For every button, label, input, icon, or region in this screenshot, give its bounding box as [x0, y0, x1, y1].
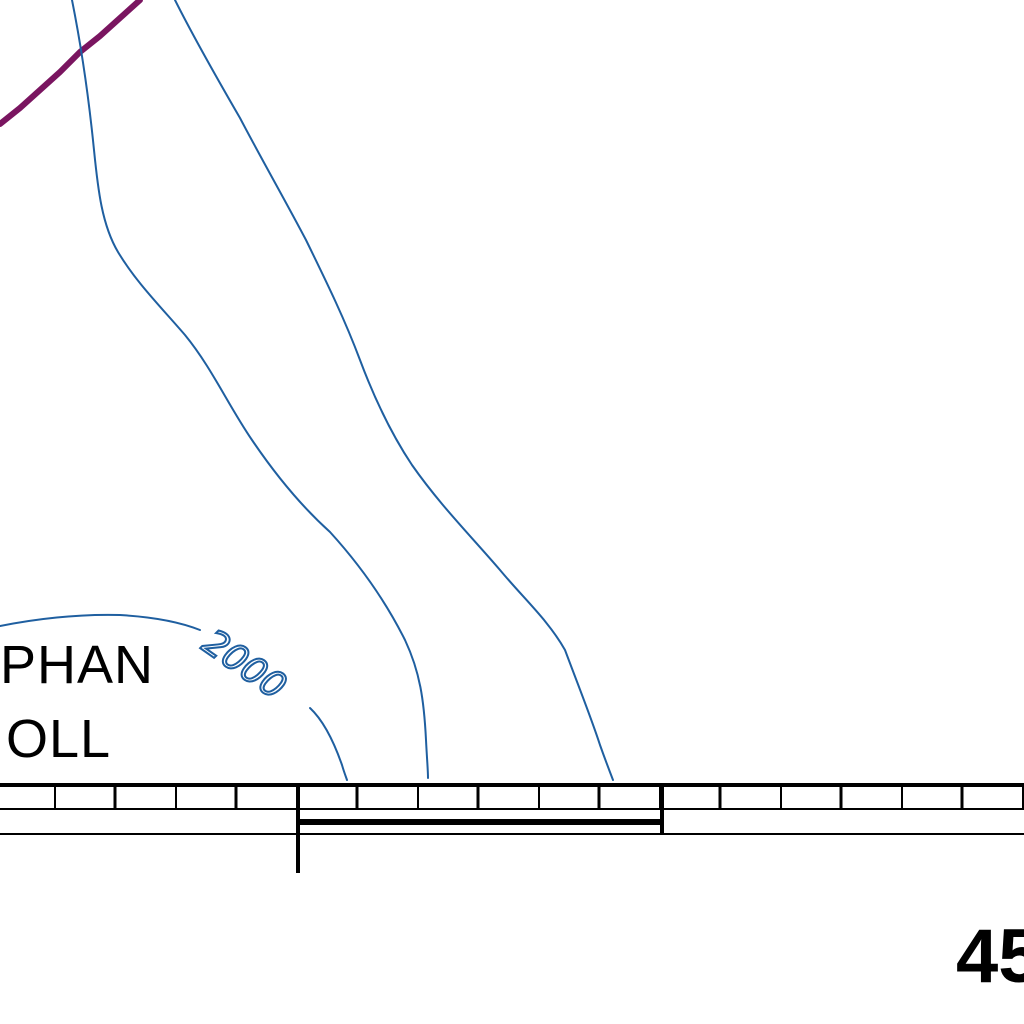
map-border-scale: [0, 783, 1024, 873]
contour-line-2000-tail: [309, 707, 348, 781]
border-ticks: [54, 785, 1024, 809]
contour-line-2000: [0, 613, 201, 631]
place-label-line-1: PHAN: [0, 635, 154, 695]
contour-label-2000: 2000: [195, 622, 294, 708]
route-line: [0, 0, 143, 127]
contour-line-2: [174, 0, 614, 781]
contour-line-1: [71, 0, 429, 779]
grid-coordinate-label: 45: [956, 914, 1024, 999]
place-label-line-2: OLL: [6, 709, 111, 769]
